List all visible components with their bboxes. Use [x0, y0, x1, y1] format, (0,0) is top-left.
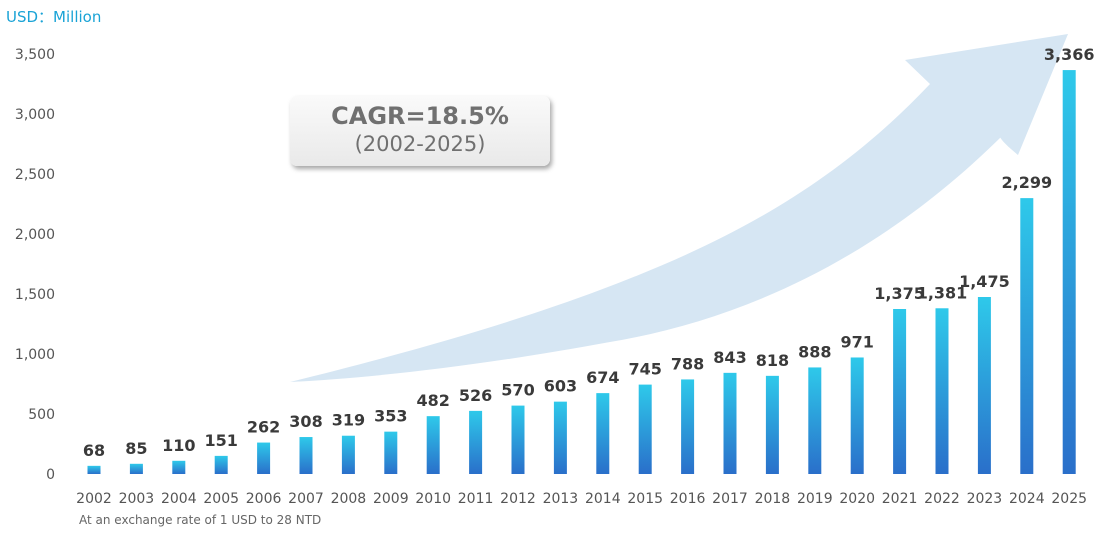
data-label: 674	[586, 368, 619, 387]
bar-2013	[553, 401, 567, 474]
cagr-period: (2002-2025)	[354, 132, 486, 156]
growth-arrow	[290, 34, 1068, 382]
x-tick-label: 2018	[755, 491, 791, 507]
exchange-rate-footnote: At an exchange rate of 1 USD to 28 NTD	[79, 513, 322, 527]
data-label: 85	[125, 439, 147, 458]
y-tick-label: 1,000	[15, 347, 55, 363]
data-label: 603	[544, 377, 577, 396]
x-tick-label: 2005	[203, 491, 239, 507]
data-label: 788	[671, 354, 704, 373]
bar-2005	[214, 455, 228, 474]
x-tick-label: 2013	[543, 491, 579, 507]
data-label: 1,375	[874, 284, 925, 303]
bar-2020	[850, 357, 864, 474]
x-tick-label: 2017	[712, 491, 748, 507]
y-tick-label: 3,500	[15, 47, 55, 63]
bar-2010	[426, 416, 440, 474]
bar-2014	[596, 393, 610, 474]
data-label: 745	[628, 360, 661, 379]
x-tick-label: 2006	[246, 491, 282, 507]
bar-2004	[172, 460, 186, 474]
bar-2008	[341, 435, 355, 474]
data-label: 888	[798, 342, 831, 361]
bar-2017	[723, 372, 737, 474]
bar-2002	[87, 465, 101, 474]
data-label: 319	[332, 411, 365, 430]
x-tick-label: 2009	[373, 491, 409, 507]
data-label: 151	[204, 431, 237, 450]
x-tick-label: 2025	[1051, 491, 1087, 507]
bar-2019	[808, 367, 822, 474]
data-label: 1,475	[959, 272, 1010, 291]
bars: 68 85 110 151 262 308 319 353 482 526 570 603 674 745…	[83, 45, 1095, 474]
x-tick-label: 2007	[288, 491, 324, 507]
x-tick-label: 2024	[1009, 491, 1045, 507]
x-tick-label: 2021	[882, 491, 918, 507]
bar-2018	[765, 375, 779, 474]
x-tick-label: 2020	[839, 491, 875, 507]
bar-2025	[1062, 70, 1076, 474]
x-tick-label: 2022	[924, 491, 960, 507]
data-label: 68	[83, 441, 105, 460]
bar-2011	[469, 410, 483, 474]
data-label: 2,299	[1001, 173, 1052, 192]
cagr-value: CAGR=18.5%	[331, 102, 509, 130]
data-label: 3,366	[1044, 45, 1095, 64]
bar-2023	[977, 297, 991, 474]
x-tick-label: 2023	[967, 491, 1003, 507]
x-tick-label: 2014	[585, 491, 621, 507]
y-tick-label: 500	[28, 407, 55, 423]
bar-2003	[129, 463, 143, 474]
data-label: 818	[756, 351, 789, 370]
bar-2024	[1020, 198, 1034, 474]
data-label: 482	[416, 391, 449, 410]
y-tick-label: 3,000	[15, 107, 55, 123]
y-axis: 0 500 1,000 1,500 2,000 2,500 3,000 3,500	[15, 47, 55, 483]
x-tick-label: 2016	[670, 491, 706, 507]
x-tick-label: 2008	[331, 491, 367, 507]
data-label: 308	[289, 412, 322, 431]
data-label: 971	[840, 332, 873, 351]
x-tick-label: 2010	[415, 491, 451, 507]
unit-label: USD：Million	[6, 8, 102, 26]
x-tick-label: 2015	[627, 491, 663, 507]
x-tick-label: 2012	[500, 491, 536, 507]
bar-2006	[257, 442, 271, 474]
x-tick-label: 2011	[458, 491, 494, 507]
bar-2021	[893, 309, 907, 474]
cagr-callout: CAGR=18.5% (2002-2025)	[290, 96, 550, 166]
y-tick-label: 2,000	[15, 227, 55, 243]
x-axis: 2002 2003 2004 2005 2006 2007 2008 2009 2010 2011…	[76, 491, 1087, 507]
bar-2015	[638, 384, 652, 474]
bar-2016	[681, 379, 695, 474]
data-label: 1,381	[917, 283, 968, 302]
data-label: 526	[459, 386, 492, 405]
bar-2007	[299, 437, 313, 474]
y-tick-label: 1,500	[15, 287, 55, 303]
bar-2012	[511, 405, 525, 474]
data-label: 353	[374, 407, 407, 426]
data-label: 110	[162, 436, 195, 455]
x-tick-label: 2003	[119, 491, 155, 507]
bar-2009	[384, 431, 398, 474]
x-tick-label: 2019	[797, 491, 833, 507]
data-label: 570	[501, 381, 534, 400]
data-label: 262	[247, 418, 280, 437]
data-label: 843	[713, 348, 746, 367]
x-tick-label: 2004	[161, 491, 197, 507]
y-tick-label: 2,500	[15, 167, 55, 183]
x-tick-label: 2002	[76, 491, 112, 507]
bar-2022	[935, 308, 949, 474]
y-tick-label: 0	[46, 467, 55, 483]
